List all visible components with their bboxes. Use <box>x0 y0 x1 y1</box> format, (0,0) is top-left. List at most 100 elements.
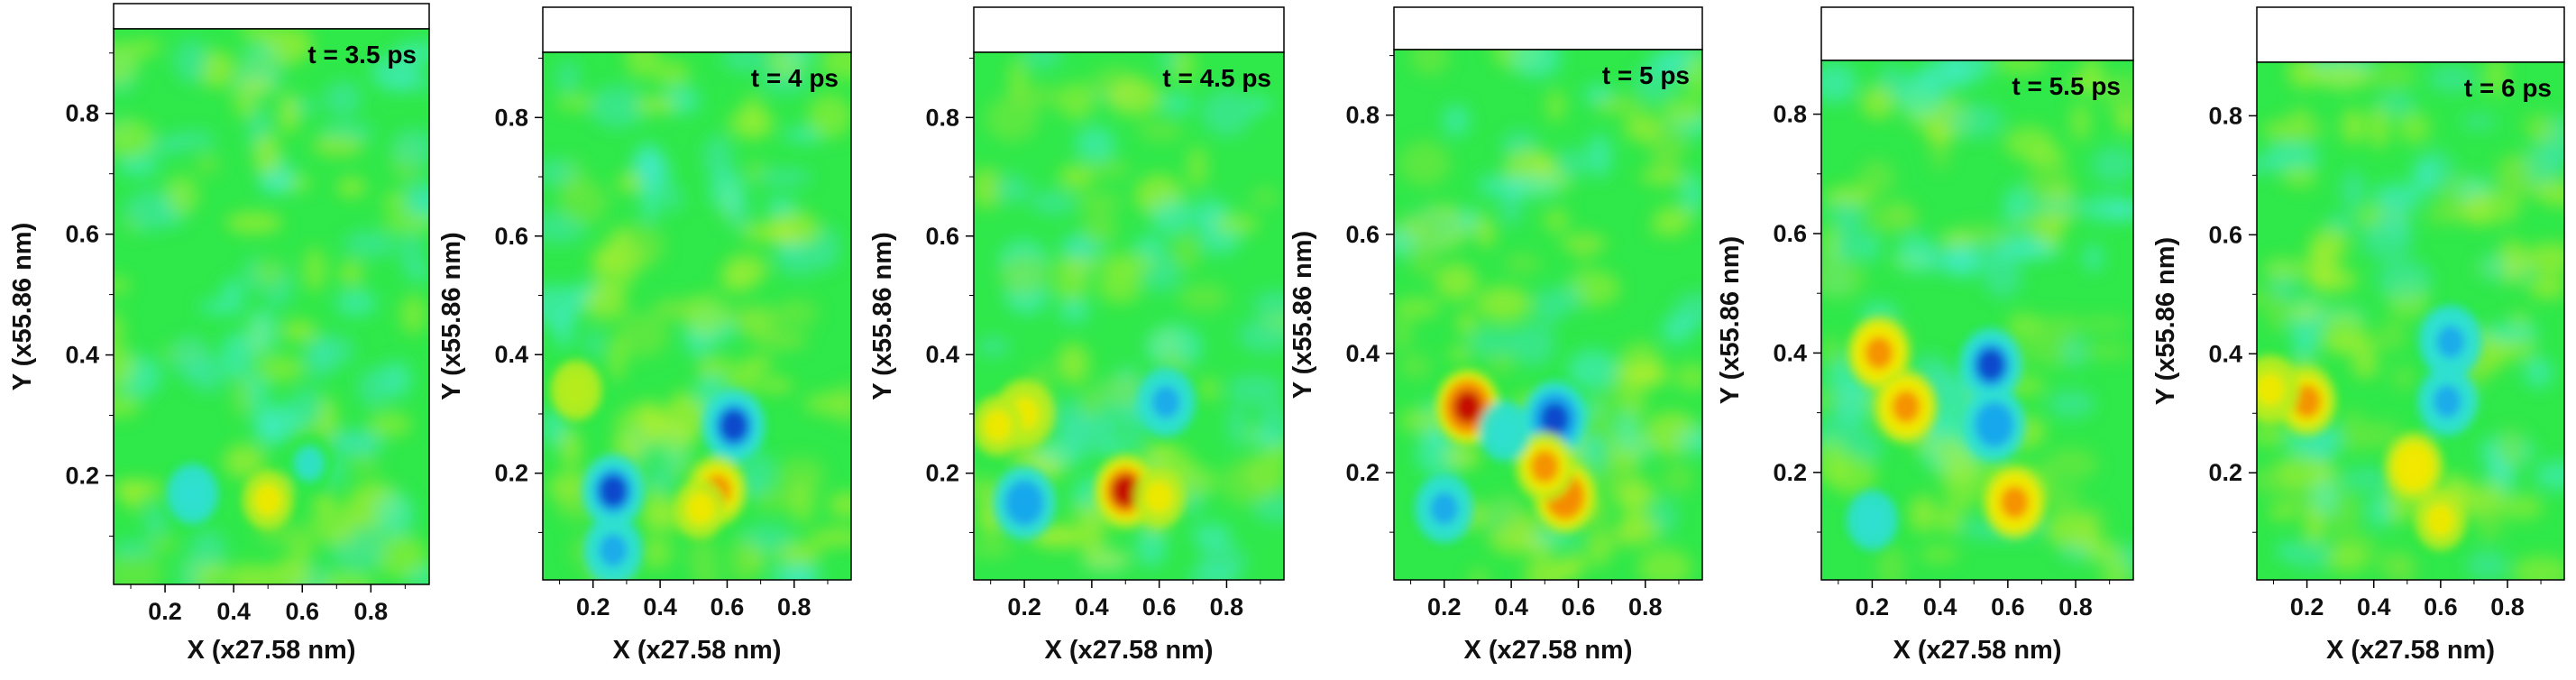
texture-blob <box>687 537 718 577</box>
texture-blob <box>1448 346 1472 363</box>
texture-blob <box>757 378 794 393</box>
heatmap-hotspot <box>1980 408 2009 441</box>
time-annotation: t = 4.5 ps <box>1162 64 1271 92</box>
texture-blob <box>2367 492 2393 528</box>
y-axis-label: Y (x55.86 nm) <box>8 223 37 391</box>
texture-blob <box>114 41 140 86</box>
plot-frame <box>973 51 1285 581</box>
heatmap-features <box>167 433 335 530</box>
x-tick-label: 0.2 <box>148 598 182 625</box>
texture-blob <box>820 52 851 80</box>
heatmap-texture <box>543 52 851 580</box>
x-tick-label: 0.2 <box>2290 593 2324 620</box>
texture-blob <box>368 411 412 437</box>
panel-header-strip <box>113 3 430 30</box>
texture-blob <box>2060 335 2089 368</box>
texture-blob <box>1191 522 1233 549</box>
y-tick-label: 0.4 <box>1773 339 1807 366</box>
texture-blob <box>1444 442 1481 470</box>
y-axis-label: Y (x55.86 nm) <box>1716 236 1745 404</box>
texture-blob <box>232 373 254 419</box>
heatmap-hotspot <box>2426 503 2455 538</box>
texture-blob <box>1080 386 1102 420</box>
heatmap-hotspot <box>1151 385 1180 418</box>
texture-blob <box>2292 333 2317 361</box>
texture-blob <box>1454 207 1480 234</box>
heatmap-features <box>1415 369 1597 543</box>
texture-blob <box>1617 516 1660 546</box>
heatmap-hotspot <box>1490 414 1519 447</box>
texture-blob <box>703 134 733 180</box>
texture-blob <box>382 191 408 213</box>
texture-blob <box>2502 494 2544 520</box>
texture-blob <box>1595 94 1646 113</box>
texture-blob <box>382 214 429 233</box>
plot-frame <box>1393 49 1703 581</box>
texture-blob <box>2545 148 2564 172</box>
texture-blob <box>777 52 815 67</box>
texture-blob <box>1090 159 1131 179</box>
heatmap-features <box>974 367 1196 540</box>
texture-blob <box>1956 224 2012 246</box>
texture-blob <box>1560 282 1584 312</box>
texture-blob <box>279 92 300 134</box>
texture-blob <box>1077 513 1106 555</box>
texture-blob <box>816 225 840 270</box>
texture-blob <box>1053 257 1099 274</box>
y-tick-label: 0.6 <box>1345 221 1380 248</box>
texture-blob <box>617 311 669 358</box>
x-tick-label: 0.6 <box>2424 593 2458 620</box>
y-tick-label: 0.4 <box>2208 340 2242 367</box>
texture-blob <box>637 400 664 445</box>
texture-blob <box>1057 343 1090 384</box>
texture-blob <box>1251 188 1279 207</box>
texture-blob <box>2339 467 2396 492</box>
panel-header-strip <box>1820 6 2134 61</box>
texture-blob <box>807 94 851 139</box>
heatmap-hotspot <box>253 483 282 517</box>
texture-blob <box>1247 96 1272 114</box>
texture-blob <box>2377 92 2416 115</box>
texture-blob <box>2046 510 2096 549</box>
texture-blob <box>1585 134 1613 178</box>
texture-blob <box>543 408 567 447</box>
texture-blob <box>1651 50 1682 74</box>
texture-blob <box>309 503 359 547</box>
y-tick-label: 0.6 <box>494 223 528 250</box>
texture-blob <box>1942 250 1985 278</box>
texture-blob <box>2397 112 2431 143</box>
texture-blob <box>239 76 278 95</box>
texture-blob <box>1896 234 1937 273</box>
texture-blob <box>663 184 683 213</box>
heatmap-features <box>550 360 765 580</box>
texture-blob <box>2341 108 2366 144</box>
texture-blob <box>1226 373 1283 405</box>
texture-blob <box>1946 103 2004 139</box>
texture-blob <box>1821 258 1866 299</box>
x-tick-label: 0.8 <box>1628 593 1663 620</box>
texture-blob <box>1237 317 1284 354</box>
texture-blob <box>2082 60 2103 96</box>
texture-blob <box>803 392 851 416</box>
y-tick-label: 0.4 <box>65 342 99 369</box>
x-tick-label: 0.2 <box>1856 593 1890 620</box>
texture-blob <box>693 569 722 580</box>
texture-blob <box>2326 546 2369 574</box>
y-tick-label: 0.8 <box>925 104 959 131</box>
x-tick-label: 0.6 <box>285 598 319 625</box>
texture-blob <box>270 557 313 584</box>
texture-blob <box>1661 314 1693 345</box>
texture-blob <box>2031 196 2085 216</box>
texture-blob <box>148 534 179 555</box>
texture-blob <box>399 294 428 335</box>
texture-blob <box>2287 541 2333 570</box>
y-tick-label: 0.8 <box>1773 101 1807 128</box>
texture-blob <box>1022 52 1063 69</box>
texture-blob <box>1821 335 1845 368</box>
texture-blob <box>2412 158 2435 193</box>
texture-blob <box>744 355 774 372</box>
texture-blob <box>1098 253 1156 275</box>
texture-blob <box>2466 550 2509 580</box>
texture-blob <box>2069 102 2092 142</box>
x-tick-label: 0.6 <box>1142 593 1177 620</box>
